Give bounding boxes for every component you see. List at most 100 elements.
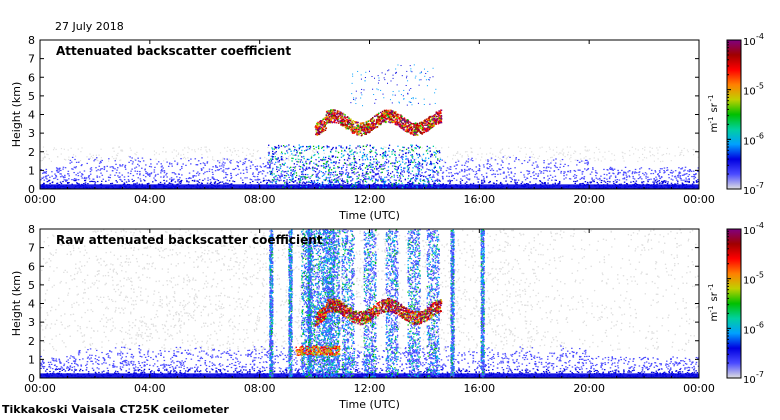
boundary-layer-mark (244, 161, 247, 163)
high-cloud-mark (406, 75, 408, 77)
boundary-layer-mark (418, 183, 421, 185)
cloud-layer-mark (410, 122, 412, 124)
boundary-layer-mark (229, 162, 232, 164)
boundary-layer-mark (633, 172, 636, 174)
noise-speck (604, 151, 606, 153)
boundary-layer-mark (294, 180, 297, 182)
boundary-layer-mark (316, 174, 319, 176)
boundary-layer-mark (265, 165, 267, 167)
low-cloud-mark (409, 161, 412, 164)
noise-speck (129, 147, 131, 149)
low-cloud-mark (343, 162, 346, 164)
boundary-layer-mark (499, 173, 502, 175)
boundary-layer-mark (439, 180, 441, 182)
high-cloud-mark (364, 80, 366, 82)
boundary-layer-mark (428, 183, 430, 185)
boundary-layer-mark (457, 160, 460, 162)
boundary-layer-mark (414, 175, 417, 177)
noise-speck (528, 160, 530, 162)
low-cloud-mark (333, 175, 335, 177)
low-cloud-mark (310, 156, 313, 158)
boundary-layer-mark (554, 183, 557, 185)
cloud-layer-mark (336, 111, 339, 113)
boundary-layer-mark (494, 176, 497, 178)
noise-speck (43, 153, 45, 155)
cloud-layer-mark (415, 123, 417, 126)
boundary-layer-mark (358, 175, 360, 177)
boundary-layer-mark (100, 172, 102, 174)
boundary-layer-mark (123, 183, 126, 185)
cloud-layer-mark (333, 118, 336, 120)
boundary-layer-mark (182, 163, 184, 165)
low-cloud-mark (401, 182, 403, 184)
boundary-layer-mark (76, 182, 79, 185)
low-cloud-mark (325, 163, 327, 165)
boundary-layer-mark (301, 182, 304, 184)
noise-speck (251, 160, 253, 162)
low-cloud-mark (292, 145, 295, 148)
noise-speck (289, 154, 291, 156)
boundary-layer-mark (380, 178, 383, 180)
low-cloud-mark (285, 145, 288, 147)
boundary-layer-mark (137, 163, 139, 165)
low-cloud-mark (275, 147, 277, 149)
boundary-layer-mark (56, 171, 59, 173)
boundary-layer-mark (71, 183, 73, 185)
boundary-layer-mark (190, 177, 192, 179)
low-cloud-mark (295, 174, 298, 177)
low-cloud-mark (403, 171, 405, 173)
low-cloud-mark (308, 166, 310, 169)
noise-speck (55, 148, 57, 151)
boundary-layer-mark (450, 175, 453, 178)
high-cloud-mark (423, 68, 425, 70)
boundary-layer-mark (663, 169, 665, 172)
boundary-layer-mark (233, 180, 236, 183)
cloud-layer-mark (328, 113, 330, 116)
low-cloud-mark (438, 150, 441, 152)
noise-speck (642, 153, 644, 155)
boundary-layer-mark (119, 176, 121, 178)
boundary-layer-mark (487, 167, 490, 170)
boundary-layer-mark (491, 173, 493, 176)
low-cloud-mark (299, 168, 301, 170)
cloud-layer-mark (379, 111, 382, 114)
boundary-layer-mark (587, 162, 590, 164)
low-cloud-mark (280, 145, 283, 147)
boundary-layer-mark (515, 158, 517, 160)
boundary-layer-mark (187, 177, 190, 180)
low-cloud-mark (273, 148, 275, 150)
noise-speck (589, 158, 591, 160)
noise-speck (289, 147, 291, 149)
low-cloud-mark (272, 179, 274, 181)
low-cloud-mark (320, 184, 322, 186)
boundary-layer-mark (346, 182, 349, 184)
boundary-layer-mark (263, 179, 266, 182)
low-cloud-mark (337, 181, 340, 184)
boundary-layer-mark (332, 156, 334, 158)
boundary-layer-mark (497, 173, 499, 176)
low-cloud-mark (368, 177, 371, 179)
noise-speck (564, 156, 566, 158)
boundary-layer-mark (451, 174, 454, 176)
low-cloud-mark (398, 179, 400, 182)
boundary-layer-mark (670, 178, 673, 180)
low-cloud-mark (439, 166, 441, 168)
boundary-layer-mark (254, 179, 257, 181)
low-cloud-mark (331, 156, 333, 158)
noise-speck (464, 151, 467, 153)
boundary-layer-mark (526, 170, 528, 172)
boundary-layer-mark (395, 160, 397, 162)
cloud-layer-mark (384, 116, 386, 118)
boundary-layer-mark (527, 183, 529, 185)
noise-speck (155, 152, 157, 154)
boundary-layer-mark (592, 168, 594, 170)
boundary-layer-mark (625, 174, 628, 176)
boundary-layer-mark (574, 182, 576, 185)
boundary-layer-mark (565, 177, 567, 179)
boundary-layer-mark (436, 173, 439, 175)
low-cloud-mark (412, 174, 415, 176)
boundary-layer-mark (478, 170, 481, 172)
boundary-layer-mark (446, 167, 449, 169)
noise-speck (692, 148, 694, 151)
cloud-layer-mark (370, 118, 373, 120)
